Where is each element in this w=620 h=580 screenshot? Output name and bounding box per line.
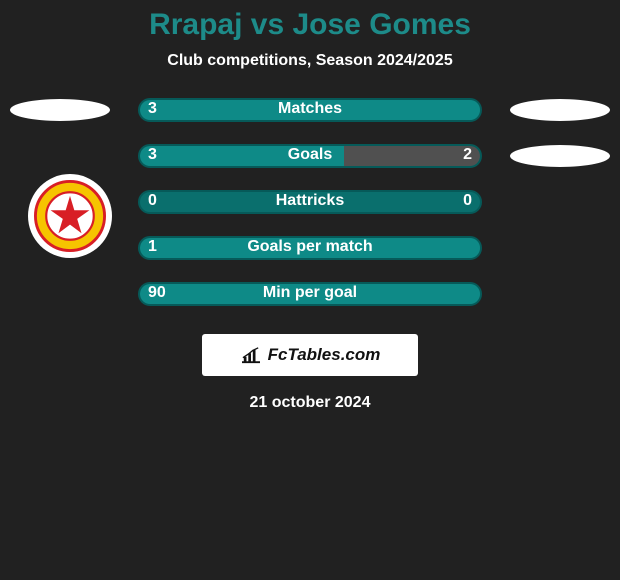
club-badge-left: [28, 174, 112, 258]
stat-value-right: 2: [432, 144, 472, 168]
brand-badge: FcTables.com: [202, 334, 418, 376]
player-avatar-right: [510, 99, 610, 121]
stat-value-right: 0: [432, 190, 472, 214]
stat-value-left: 3: [148, 98, 188, 122]
stat-bar-track: [138, 282, 482, 306]
partizani-logo-icon: [34, 180, 106, 252]
subtitle: Club competitions, Season 2024/2025: [0, 52, 620, 70]
player-avatar-left: [10, 99, 110, 121]
page-title: Rrapaj vs Jose Gomes: [0, 8, 620, 42]
stat-bar-track: [138, 98, 482, 122]
stat-bar-track: [138, 144, 482, 168]
stat-value-left: 3: [148, 144, 188, 168]
date-label: 21 october 2024: [0, 394, 620, 412]
stat-value-left: 1: [148, 236, 188, 260]
stat-value-left: 90: [148, 282, 188, 306]
stat-bar-fill-left: [140, 238, 480, 258]
stat-bar-track: [138, 236, 482, 260]
brand-text: FcTables.com: [268, 345, 381, 365]
stat-row: 32Goals: [0, 144, 620, 168]
player-avatar-right: [510, 145, 610, 167]
stat-value-left: 0: [148, 190, 188, 214]
stat-bar-fill-left: [140, 100, 480, 120]
stat-row: 3Matches: [0, 98, 620, 122]
stat-bar-fill-left: [140, 284, 480, 304]
bar-chart-icon: [240, 346, 262, 364]
stat-bar-track: [138, 190, 482, 214]
stat-row: 90Min per goal: [0, 282, 620, 306]
